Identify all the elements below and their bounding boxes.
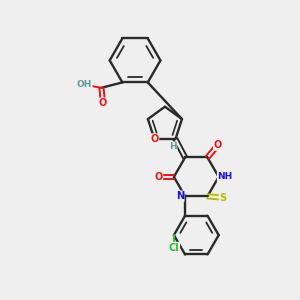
Text: NH: NH xyxy=(218,172,233,182)
Text: S: S xyxy=(219,193,226,203)
Text: O: O xyxy=(150,134,158,144)
Text: N: N xyxy=(176,191,184,201)
Text: H: H xyxy=(169,142,177,151)
Text: OH: OH xyxy=(76,80,92,89)
Text: O: O xyxy=(154,172,163,182)
Text: O: O xyxy=(214,140,222,150)
Text: Cl: Cl xyxy=(169,243,179,253)
Text: O: O xyxy=(99,98,107,108)
